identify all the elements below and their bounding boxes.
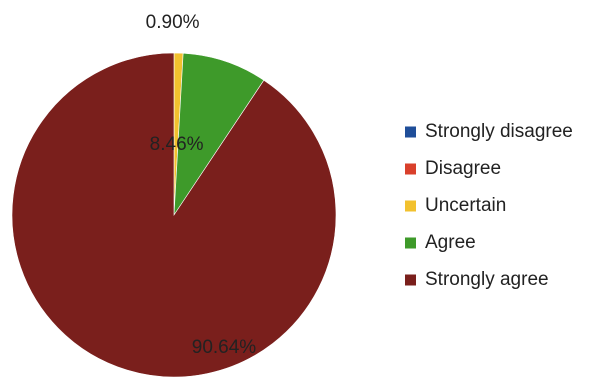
legend-swatch-uncertain bbox=[405, 200, 416, 212]
legend-label-strongly-agree: Strongly agree bbox=[425, 269, 549, 290]
legend-swatch-agree bbox=[405, 237, 416, 249]
pie-slice-agree bbox=[173, 52, 265, 217]
legend: Strongly disagree Disagree Uncertain Agree S… bbox=[405, 121, 573, 290]
slice-label-strongly-agree: 90.64% bbox=[192, 337, 257, 358]
slice-label-agree: 8.46% bbox=[150, 134, 204, 155]
slice-label-uncertain: 0.90% bbox=[146, 12, 200, 33]
legend-label-uncertain: Uncertain bbox=[425, 195, 506, 216]
legend-label-disagree: Disagree bbox=[425, 158, 501, 179]
legend-label-strongly-disagree: Strongly disagree bbox=[425, 121, 573, 142]
legend-swatch-strongly-agree bbox=[405, 274, 416, 286]
legend-swatch-disagree bbox=[405, 163, 416, 175]
pie-slice-strongly-agree bbox=[11, 52, 337, 378]
legend-label-agree: Agree bbox=[425, 232, 476, 253]
slice-labels: 0.90% 8.46% 90.64% bbox=[146, 12, 257, 358]
pie-slices bbox=[11, 52, 337, 378]
legend-swatch-strongly-disagree bbox=[405, 126, 416, 138]
